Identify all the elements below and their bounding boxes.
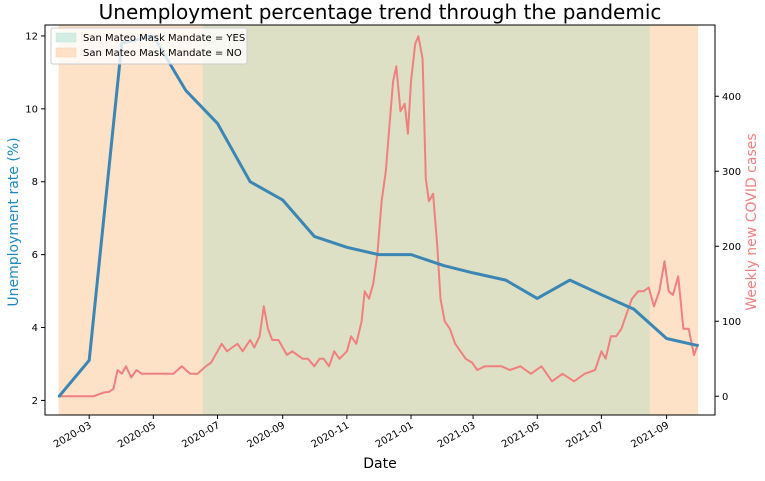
unemployment-point: [88, 359, 90, 362]
mask-mandate-regions: [58, 25, 699, 415]
right-tick-label: 400: [722, 92, 741, 103]
left-axis: 2 4 6 8 10 12: [25, 31, 45, 407]
x-tick-label: 2020-03: [52, 420, 94, 450]
x-tick-label: 2020-11: [310, 420, 352, 450]
x-tick-label: 2021-03: [436, 420, 478, 450]
unemployment-point: [281, 199, 284, 201]
x-tick-label: 2021-09: [629, 420, 671, 450]
left-tick-label: 6: [32, 250, 38, 261]
plot-frame: [44, 24, 716, 416]
left-tick-label: 8: [32, 177, 38, 188]
unemployment-point: [633, 308, 635, 311]
x-axis-title: Date: [363, 456, 396, 472]
x-tick-label: 2020-09: [246, 420, 288, 450]
right-axis-title: Weekly new COVID cases: [744, 133, 760, 310]
x-tick-label: 2021-07: [564, 420, 606, 450]
unemployment-point: [346, 246, 348, 249]
unemployment-point: [569, 279, 571, 281]
chart-title: Unemployment percentage trend through th…: [99, 0, 662, 24]
unemployment-point: [665, 337, 668, 340]
unemployment-point: [377, 253, 380, 256]
unemployment-point: [185, 89, 187, 92]
unemployment-point: [536, 297, 539, 300]
legend: San Mateo Mask Mandate = YES San Mateo M…: [50, 27, 248, 65]
unemployment-point: [313, 235, 316, 238]
left-tick-label: 12: [25, 31, 38, 42]
left-tick-label: 2: [32, 396, 38, 407]
series-line-covid-cases: [58, 35, 700, 398]
unemployment-point: [57, 395, 60, 398]
x-tick-label: 2020-07: [180, 420, 222, 450]
legend-label-no: San Mateo Mask Mandate = NO: [83, 48, 242, 59]
right-tick-label: 300: [722, 167, 741, 178]
x-tick-label: 2021-01: [374, 420, 416, 450]
unemployment-point: [249, 180, 251, 183]
x-tick-label: 2020-05: [116, 420, 158, 450]
x-axis: 2020-03 2020-05 2020-07 2020-09 2020-11 2021-…: [52, 415, 671, 450]
unemployment-point: [442, 264, 445, 267]
legend-swatch-no: [55, 47, 77, 58]
right-tick-label: 0: [722, 392, 728, 403]
unemployment-point: [472, 272, 474, 274]
unemployment-point: [216, 122, 219, 125]
unemployment-point: [504, 279, 507, 281]
mask-mandate-yes-region: [202, 25, 650, 415]
legend-swatch-yes: [55, 32, 77, 43]
right-axis: 0 100 200 300 400: [715, 92, 741, 403]
legend-label-yes: San Mateo Mask Mandate = YES: [83, 33, 245, 44]
right-tick-label: 200: [722, 242, 741, 253]
x-tick-label: 2021-05: [500, 420, 542, 450]
left-tick-label: 10: [25, 104, 38, 115]
unemployment-point: [697, 344, 699, 347]
left-axis-title: Unemployment rate (%): [6, 137, 22, 306]
legend-box: [50, 27, 248, 65]
unemployment-point: [410, 253, 412, 256]
left-tick-label: 4: [32, 323, 38, 334]
unemployment-point: [600, 293, 603, 296]
right-tick-label: 100: [722, 317, 741, 328]
